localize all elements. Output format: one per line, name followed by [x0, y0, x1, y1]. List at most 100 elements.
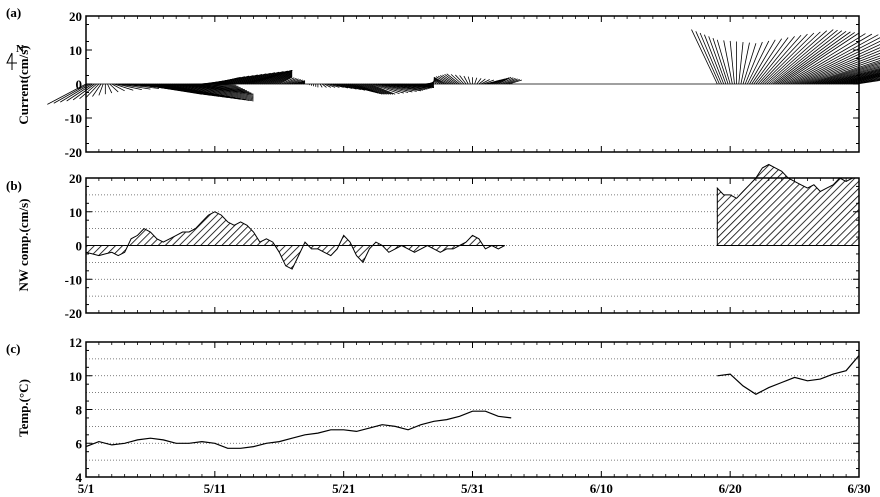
current-stick: [854, 79, 880, 85]
current-stick: [459, 75, 467, 85]
current-stick: [764, 31, 821, 85]
current-stick: [749, 39, 776, 85]
current-stick: [740, 42, 750, 85]
current-stick: [772, 30, 843, 85]
current-stick: [238, 70, 288, 85]
panel-c-letter: (c): [6, 341, 20, 356]
current-stick: [742, 43, 757, 85]
current-stick: [47, 83, 87, 105]
current-stick: [72, 83, 95, 101]
current-stick: [757, 35, 802, 85]
current-stick: [504, 78, 518, 85]
y-tick-label: 0: [76, 77, 83, 92]
current-stick: [236, 71, 284, 85]
current-stick: [435, 76, 450, 85]
current-stick: [227, 73, 267, 85]
current-stick: [92, 83, 102, 97]
current-stick: [384, 83, 424, 91]
current-stick: [234, 71, 280, 85]
y-tick-label: -10: [65, 111, 82, 126]
current-stick: [753, 37, 789, 85]
current-stick: [266, 73, 293, 85]
current-stick: [779, 32, 855, 85]
current-stick: [341, 83, 366, 91]
current-stick: [442, 74, 456, 85]
current-stick: [272, 75, 293, 85]
current-stick: [171, 83, 254, 97]
current-stick: [356, 83, 383, 95]
current-stick: [738, 42, 744, 85]
current-stick: [467, 76, 471, 85]
temperature-line: [85, 410, 512, 449]
current-stick: [751, 38, 783, 85]
current-stick: [826, 70, 880, 85]
y-tick-label: 0: [76, 239, 83, 254]
current-stick: [716, 39, 731, 85]
panel-b-y-axis: 20 10 0 -10 -20: [65, 171, 859, 321]
current-stick: [328, 83, 340, 88]
current-stick: [231, 72, 276, 85]
current-stick: [165, 83, 254, 101]
current-stick: [109, 83, 119, 93]
current-stick: [712, 37, 729, 85]
panel-b-areas: [85, 163, 860, 270]
current-stick: [807, 60, 880, 85]
current-stick: [53, 83, 89, 104]
current-stick: [483, 79, 495, 85]
current-stick: [839, 74, 880, 85]
current-stick: [319, 83, 323, 88]
current-stick: [729, 40, 735, 85]
current-stick: [98, 83, 104, 96]
current-stick: [474, 77, 478, 85]
current-stick: [809, 61, 880, 85]
current-stick: [371, 83, 400, 95]
current-stick: [444, 74, 458, 85]
current-stick: [498, 76, 512, 85]
current-stick: [794, 44, 880, 85]
current-stick: [493, 77, 508, 85]
current-stick: [822, 68, 880, 85]
current-stick: [111, 83, 125, 92]
current-stick: [107, 83, 113, 94]
current-stick: [294, 80, 306, 85]
current-stick: [259, 71, 293, 85]
current-stick: [830, 71, 880, 85]
current-stick: [837, 73, 880, 85]
current-stick: [781, 32, 860, 85]
x-tick-label: 6/10: [590, 481, 613, 496]
current-stick: [377, 83, 413, 93]
current-stick: [364, 83, 392, 95]
current-stick: [221, 75, 254, 85]
current-stick: [214, 76, 241, 85]
current-stick: [276, 76, 293, 85]
current-stick: [833, 72, 880, 85]
panel-a-letter: (a): [6, 5, 21, 20]
current-stick: [820, 67, 880, 85]
y-tick-label: 20: [69, 9, 82, 24]
current-stick: [257, 71, 293, 85]
x-tick-label: 5/21: [332, 481, 355, 496]
panel-a-current-sticks: [47, 29, 880, 105]
x-tick-label: 5/31: [461, 481, 484, 496]
current-stick: [850, 77, 880, 85]
panel-c-grid: [86, 358, 859, 461]
current-stick: [253, 70, 293, 85]
current-stick: [321, 83, 327, 88]
current-stick: [437, 75, 452, 85]
nw-component-area: [85, 211, 505, 270]
current-stick: [803, 55, 880, 85]
current-stick: [324, 83, 331, 88]
current-stick: [744, 41, 763, 85]
x-tick-label: 6/30: [847, 481, 870, 496]
current-stick: [296, 81, 306, 85]
current-stick: [770, 29, 838, 85]
current-stick: [298, 81, 306, 85]
current-stick: [433, 79, 437, 85]
current-stick: [167, 83, 254, 100]
panel-c-ylabel: Temp.(°C): [16, 379, 31, 437]
current-stick: [369, 83, 396, 95]
current-stick: [264, 72, 293, 85]
current-stick: [792, 40, 880, 85]
current-stick: [800, 52, 880, 85]
